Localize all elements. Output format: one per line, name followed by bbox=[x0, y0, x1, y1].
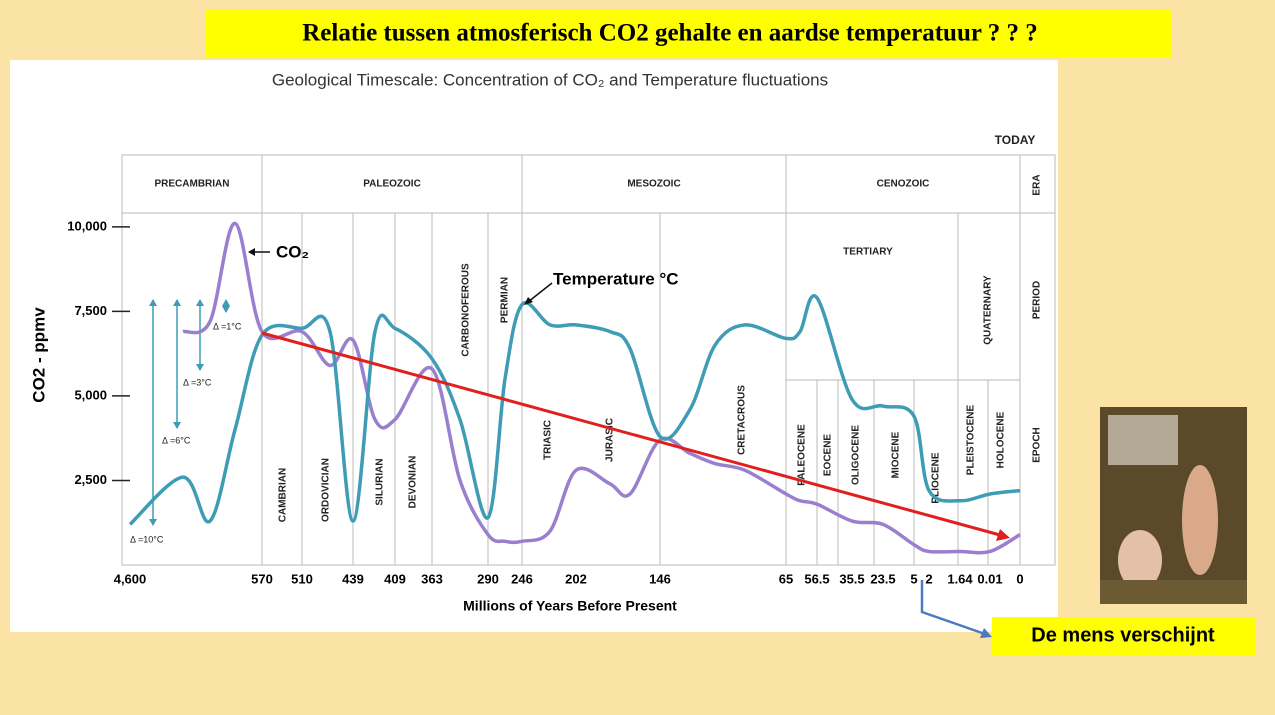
co2-label: CO₂ bbox=[276, 242, 309, 261]
x-tick-label: 5 bbox=[910, 571, 917, 586]
x-tick-label: 246 bbox=[511, 571, 533, 586]
x-tick-label: 56.5 bbox=[804, 571, 829, 586]
y-tick-label: 2,500 bbox=[74, 472, 107, 487]
row-label: EPOCH bbox=[1032, 427, 1043, 463]
x-tick-label: 290 bbox=[477, 571, 499, 586]
period-label: PERMIAN bbox=[500, 277, 511, 323]
era-label: PALEOZOIC bbox=[363, 179, 421, 190]
delta-label: Δ =1°C bbox=[213, 321, 242, 331]
x-axis-title: Millions of Years Before Present bbox=[463, 598, 677, 614]
era-label: MESOZOIC bbox=[627, 179, 680, 190]
slide: Relatie tussen atmosferisch CO2 gehalte … bbox=[0, 0, 1275, 715]
x-tick-label: 35.5 bbox=[839, 571, 864, 586]
x-tick-label: 1.64 bbox=[947, 571, 973, 586]
slide-title: Relatie tussen atmosferisch CO2 gehalte … bbox=[302, 20, 1038, 47]
period-label: QUATERNARY bbox=[983, 275, 994, 345]
era-label: CENOZOIC bbox=[877, 179, 930, 190]
x-tick-label: 0 bbox=[1016, 571, 1023, 586]
y-tick-label: 10,000 bbox=[67, 218, 107, 233]
chart-title: Geological Timescale: Concentration of C… bbox=[272, 70, 828, 89]
delta-label: Δ =3°C bbox=[183, 377, 212, 387]
callout-text: De mens verschijnt bbox=[1031, 624, 1215, 646]
x-tick-label: 510 bbox=[291, 571, 313, 586]
epoch-label: MIOCENE bbox=[891, 431, 902, 478]
chart-panel bbox=[10, 60, 1058, 632]
period-label: CAMBRIAN bbox=[278, 468, 289, 522]
delta-label: Δ =10°C bbox=[130, 534, 164, 544]
painting-ground bbox=[1100, 580, 1247, 604]
period-label: DEVONIAN bbox=[408, 456, 419, 509]
temp-label: Temperature °C bbox=[553, 269, 679, 288]
epoch-label: PLEISTOCENE bbox=[966, 404, 977, 475]
x-tick-label: 409 bbox=[384, 571, 406, 586]
x-tick-label: 23.5 bbox=[870, 571, 895, 586]
x-tick-label: 570 bbox=[251, 571, 273, 586]
period-label: TRIASIC bbox=[543, 420, 554, 460]
x-tick-label: 65 bbox=[779, 571, 793, 586]
epoch-label: PALEOCENE bbox=[797, 424, 808, 486]
period-label: CRETACROUS bbox=[737, 385, 748, 455]
epoch-label: OLIGOCENE bbox=[851, 425, 862, 485]
row-label: PERIOD bbox=[1032, 281, 1043, 319]
y-tick-label: 7,500 bbox=[74, 303, 107, 318]
row-label: ERA bbox=[1032, 174, 1043, 195]
delta-label: Δ =6°C bbox=[162, 435, 191, 445]
x-tick-label: 202 bbox=[565, 571, 587, 586]
painting-figure bbox=[1182, 465, 1218, 575]
epoch-label: HOLOCENE bbox=[996, 411, 1007, 468]
y-tick-label: 5,000 bbox=[74, 387, 107, 402]
page: Relatie tussen atmosferisch CO2 gehalte … bbox=[0, 0, 1275, 715]
era-label: PRECAMBRIAN bbox=[155, 179, 230, 190]
period-label: CARBONOFEROUS bbox=[461, 263, 472, 357]
x-tick-label: 439 bbox=[342, 571, 364, 586]
period-label: ORDOVICIAN bbox=[321, 458, 332, 522]
period-label: JURASIC bbox=[605, 418, 616, 462]
epoch-label: EOCENE bbox=[823, 434, 834, 477]
x-tick-label: 2 bbox=[925, 571, 932, 586]
x-tick-label: 146 bbox=[649, 571, 671, 586]
x-tick-label: 4,600 bbox=[114, 571, 147, 586]
period-label: SILURIAN bbox=[375, 458, 386, 505]
x-tick-label: 363 bbox=[421, 571, 443, 586]
painting-sky bbox=[1108, 415, 1178, 465]
today-label: TODAY bbox=[995, 133, 1036, 147]
x-tick-label: 0.01 bbox=[977, 571, 1002, 586]
period-label: TERTIARY bbox=[843, 247, 893, 258]
y-axis-title: CO2 - ppmv bbox=[29, 307, 48, 403]
